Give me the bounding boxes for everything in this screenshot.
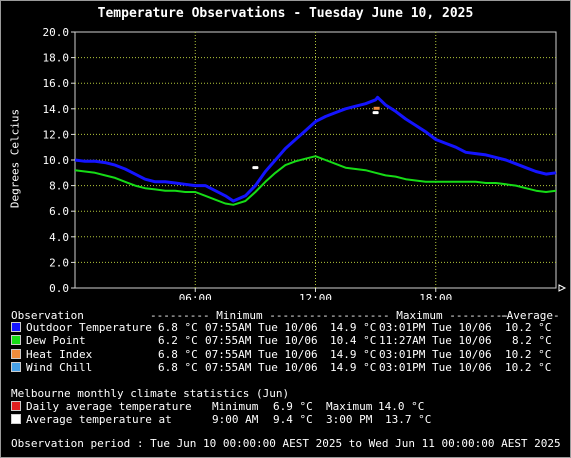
climate-row-label: Daily average temperature [26,400,192,413]
average-markers [252,111,379,170]
outdoor-temperature-line [74,95,557,203]
stats-row-max: 14.9 °C [330,361,377,374]
dewpoint-swatch [11,335,21,345]
heat-index-point [373,106,380,110]
stats-row-avg: 10.2 °C [505,321,552,334]
y-tick-label: 10.0 [43,154,70,167]
climate-row-label: Average temperature at [26,413,172,426]
stats-row-max: 14.9 °C [330,321,377,334]
outdoor-swatch [11,322,21,332]
climate-time-2: 3:00 PM [326,413,373,426]
y-tick-label: 2.0 [49,256,69,269]
y-tick-label: 8.0 [49,180,69,193]
windchill-swatch [11,362,21,372]
climate-value-2: 13.7 °C [385,413,432,426]
stats-row-avg: 10.2 °C [505,348,552,361]
stats-col-minimum: --------- Minimum --------- [150,309,329,322]
heatindex-swatch [11,349,21,359]
stats-row-name: Outdoor Temperature [26,321,152,334]
climate-max-label: Maximum [326,400,373,413]
gridlines [75,32,556,288]
climate-value-1: 9.4 °C [273,413,313,426]
stats-row-max-time: 03:01PM Tue 10/06 [379,321,492,334]
temperature-chart: 0.0 2.0 4.0 6.0 8.0 10.0 12.0 14.0 16.0 18.0 20.0 0… [43,26,567,300]
climate-max-value: 14.0 °C [378,400,425,413]
series-lines [74,95,557,206]
stats-row-min: 6.8 °C [158,361,198,374]
x-tick-label: 12:00 [299,292,332,300]
stats-row-name: Dew Point [26,334,86,347]
average-temperature-marker [252,166,259,170]
stats-row-min: 6.2 °C [158,334,198,347]
stats-row-name: Wind Chill [26,361,93,374]
average-temperature-marker [372,111,379,115]
stats-row-min: 6.8 °C [158,348,198,361]
y-tick-label: 16.0 [43,77,70,90]
climate-min-label: Minimum [212,400,259,413]
dew-point-line [74,155,557,206]
chart-title: Temperature Observations - Tuesday June … [97,6,474,21]
x-tick-label: 06:00 [179,292,212,300]
climate-time-1: 9:00 AM [212,413,259,426]
y-tick-label: 14.0 [43,103,70,116]
stats-row-min-time: 07:55AM Tue 10/06 [205,348,318,361]
daily-average-swatch [11,401,21,411]
stats-row-min: 6.8 °C [158,321,198,334]
y-tick-label: 18.0 [43,52,70,65]
stats-row-max: 14.9 °C [330,348,377,361]
axis-ticks: 0.0 2.0 4.0 6.0 8.0 10.0 12.0 14.0 16.0 18.0 20.0 0… [43,26,453,300]
y-tick-label: 6.0 [49,205,69,218]
x-axis-arrow-icon [558,284,567,292]
stats-col-average: -Average- [500,309,560,322]
y-tick-label: 12.0 [43,128,70,141]
stats-row-min-time: 07:55AM Tue 10/06 [205,321,318,334]
stats-row-max-time: 11:27AM Tue 10/06 [379,334,492,347]
y-tick-label: 4.0 [49,231,69,244]
x-tick-label: 18:00 [419,292,452,300]
climate-min-value: 6.9 °C [273,400,313,413]
stats-row-max: 10.4 °C [330,334,377,347]
stats-row-min-time: 07:55AM Tue 10/06 [205,361,318,374]
climate-heading: Melbourne monthly climate statistics (Ju… [11,387,290,400]
y-tick-label: 20.0 [43,26,70,39]
observation-period: Observation period : Tue Jun 10 00:00:00… [11,437,561,450]
stats-row-avg: 10.2 °C [505,361,552,374]
average-at-swatch [11,414,21,424]
stats-row-max-time: 03:01PM Tue 10/06 [379,348,492,361]
stats-row-min-time: 07:55AM Tue 10/06 [205,334,318,347]
stats-col-maximum: --------- Maximum --------- [330,309,509,322]
stats-row-name: Heat Index [26,348,93,361]
stats-row-avg: 8.2 °C [512,334,552,347]
stats-col-observation: Observation [11,309,84,322]
stats-row-max-time: 03:01PM Tue 10/06 [379,361,492,374]
y-tick-label: 0.0 [49,282,69,295]
